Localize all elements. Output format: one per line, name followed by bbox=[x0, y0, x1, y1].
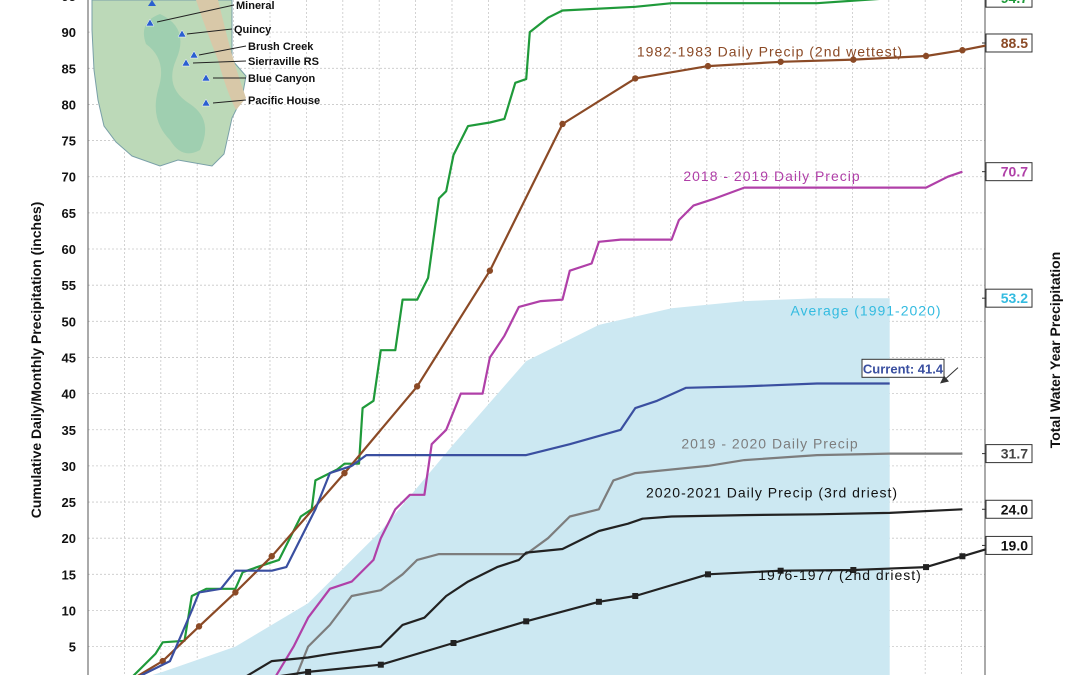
data-point-marker bbox=[486, 267, 494, 274]
station-label: Blue Canyon bbox=[248, 73, 316, 85]
current-line bbox=[139, 382, 890, 675]
total-value-box bbox=[985, 444, 1033, 464]
y-tick-label: 25 bbox=[62, 495, 76, 510]
pacific-house-marker bbox=[201, 98, 211, 107]
station-label: Pacific House bbox=[248, 95, 320, 107]
total-value-box bbox=[985, 535, 1033, 555]
total-value: 70.7 bbox=[1001, 164, 1028, 180]
data-point-marker bbox=[305, 668, 312, 675]
data-point-marker bbox=[632, 593, 639, 600]
y-tick-label: 45 bbox=[62, 350, 76, 365]
average-area bbox=[152, 298, 890, 675]
sierraville-marker bbox=[181, 58, 191, 67]
station-label: Mineral bbox=[236, 0, 275, 12]
dry-2020-line bbox=[246, 508, 963, 675]
series-label: 1976-1977 (2nd driest) bbox=[758, 567, 922, 583]
data-point-marker bbox=[922, 52, 930, 60]
data-point-marker bbox=[850, 56, 857, 63]
map-valley bbox=[143, 14, 206, 154]
blue-canyon-marker bbox=[201, 73, 211, 82]
data-point-marker bbox=[159, 657, 166, 665]
y-tick-label: 35 bbox=[62, 423, 76, 438]
total-value-box bbox=[985, 288, 1033, 308]
data-point-marker bbox=[959, 47, 966, 54]
station-leader-line bbox=[198, 45, 247, 56]
y-tick-label: 40 bbox=[62, 387, 76, 402]
y-tick-label: 80 bbox=[62, 97, 76, 112]
y-tick-label: 55 bbox=[62, 278, 76, 293]
data-point-marker bbox=[959, 553, 966, 560]
y-tick-label: 85 bbox=[62, 61, 76, 76]
right-axis-label: Total Water Year Precipitation bbox=[1047, 251, 1063, 449]
data-point-marker bbox=[341, 469, 348, 477]
station-leader-line bbox=[212, 99, 247, 104]
total-value-box bbox=[985, 0, 1033, 8]
station-label: Sierraville RS bbox=[248, 56, 319, 68]
data-point-marker bbox=[777, 567, 784, 574]
y-tick-label: 20 bbox=[62, 531, 76, 546]
y-tick-label: 70 bbox=[62, 170, 76, 185]
data-point-marker bbox=[195, 623, 203, 630]
wet-1982-line bbox=[137, 41, 1000, 675]
data-point-marker bbox=[450, 640, 457, 647]
dry-2019-line bbox=[295, 452, 963, 675]
current-callout-arrowhead bbox=[940, 375, 949, 384]
series-label: 2018 - 2019 Daily Precip bbox=[683, 168, 860, 184]
data-point-marker bbox=[850, 566, 857, 573]
current-callout-box bbox=[861, 358, 945, 378]
data-point-marker bbox=[559, 120, 566, 128]
data-point-marker bbox=[704, 571, 711, 578]
total-value-box bbox=[985, 162, 1033, 182]
station-leader-line bbox=[192, 60, 247, 64]
current-callout-label: Current: 41.4 bbox=[863, 361, 944, 376]
y-tick-label: 5 bbox=[69, 640, 76, 655]
total-value-box bbox=[985, 499, 1033, 519]
total-value: 24.0 bbox=[1001, 501, 1028, 517]
average-label: Average (1991-2020) bbox=[790, 303, 941, 319]
y-tick-label: 10 bbox=[62, 603, 76, 618]
total-value: 31.7 bbox=[1001, 446, 1028, 462]
y-tick-label: 65 bbox=[62, 206, 76, 221]
y-tick-label: 60 bbox=[62, 242, 76, 257]
total-value: 19.0 bbox=[1001, 537, 1028, 553]
data-point-marker bbox=[595, 598, 602, 605]
y-tick-label: 15 bbox=[62, 567, 76, 582]
data-point-marker bbox=[413, 383, 421, 390]
wet-2018-line bbox=[275, 170, 963, 675]
y-tick-label: 75 bbox=[62, 134, 76, 149]
data-point-marker bbox=[523, 618, 530, 625]
brush-creek-marker bbox=[189, 50, 199, 59]
total-value-box bbox=[985, 33, 1033, 53]
y-tick-label: 50 bbox=[62, 314, 76, 329]
data-point-marker bbox=[632, 75, 639, 82]
total-value: 94.7 bbox=[1001, 0, 1028, 6]
station-label: Quincy bbox=[234, 24, 272, 36]
series-label: 2019 - 2020 Daily Precip bbox=[681, 436, 858, 452]
green-series-line bbox=[132, 0, 880, 675]
data-point-marker bbox=[923, 564, 930, 571]
y-axis-label: Cumulative Daily/Monthly Precipitation (… bbox=[28, 201, 44, 519]
y-tick-label: 90 bbox=[62, 25, 76, 40]
data-point-marker bbox=[232, 589, 239, 596]
station-marker-top bbox=[148, 0, 156, 6]
data-point-marker bbox=[268, 553, 275, 560]
data-point-marker bbox=[777, 58, 784, 65]
quincy-marker bbox=[177, 29, 187, 38]
station-leader-line bbox=[156, 4, 235, 23]
total-value: 88.5 bbox=[1001, 35, 1028, 51]
data-point-marker bbox=[377, 661, 384, 668]
data-point-marker bbox=[704, 62, 712, 70]
series-label: 1982-1983 Daily Precip (2nd wettest) bbox=[637, 44, 903, 60]
mineral-marker bbox=[145, 18, 155, 27]
map-mountains bbox=[196, 0, 246, 110]
total-value: 53.2 bbox=[1001, 290, 1028, 306]
station-label: Brush Creek bbox=[248, 41, 314, 53]
series-label: 2020-2021 Daily Precip (3rd driest) bbox=[646, 485, 898, 501]
station-leader-line bbox=[186, 28, 233, 35]
y-tick-label: 30 bbox=[62, 459, 76, 474]
y-tick-label: 95 bbox=[62, 0, 76, 4]
